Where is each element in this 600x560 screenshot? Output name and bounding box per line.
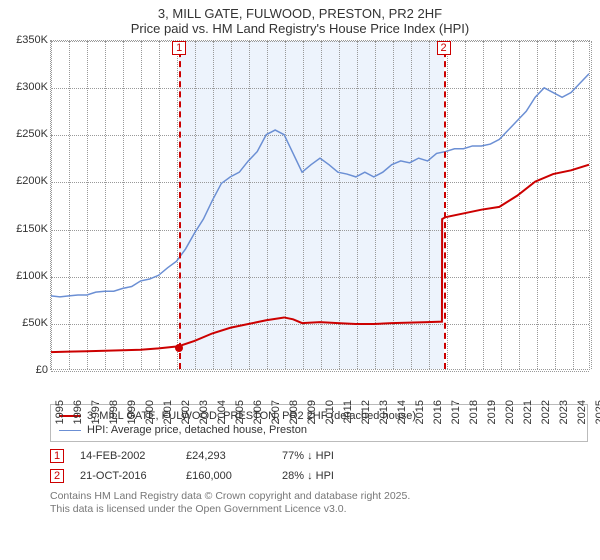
marker-label: 2 bbox=[437, 41, 451, 55]
y-tick-label: £100K bbox=[0, 270, 48, 282]
events-table: 1 14-FEB-2002 £24,293 77% ↓ HPI 2 21-OCT-2016… bbox=[50, 446, 588, 486]
marker-label: 1 bbox=[172, 41, 186, 55]
chart-title: 3, MILL GATE, FULWOOD, PRESTON, PR2 2HF … bbox=[0, 0, 600, 40]
event-price: £24,293 bbox=[186, 450, 266, 462]
x-tick-label: 1999 bbox=[126, 400, 138, 424]
x-tick-label: 2010 bbox=[324, 400, 336, 424]
chart-area: 12 £0£50K£100K£150K£200K£250K£300K£350K … bbox=[0, 40, 600, 400]
event-date: 14-FEB-2002 bbox=[80, 450, 170, 462]
x-tick-label: 2020 bbox=[504, 400, 516, 424]
x-tick-label: 2022 bbox=[540, 400, 552, 424]
x-tick-label: 2014 bbox=[396, 400, 408, 424]
y-tick-label: £200K bbox=[0, 175, 48, 187]
gridline-v bbox=[591, 41, 592, 369]
y-tick-label: £0 bbox=[0, 364, 48, 376]
x-tick-label: 2008 bbox=[288, 400, 300, 424]
x-tick-label: 2013 bbox=[378, 400, 390, 424]
event-row: 2 21-OCT-2016 £160,000 28% ↓ HPI bbox=[50, 466, 588, 486]
event-row: 1 14-FEB-2002 £24,293 77% ↓ HPI bbox=[50, 446, 588, 466]
y-tick-label: £350K bbox=[0, 34, 48, 46]
y-tick-label: £300K bbox=[0, 81, 48, 93]
legend-swatch bbox=[59, 430, 81, 431]
x-tick-label: 1995 bbox=[54, 400, 66, 424]
x-tick-label: 2018 bbox=[468, 400, 480, 424]
x-tick-label: 2021 bbox=[522, 400, 534, 424]
x-tick-label: 2016 bbox=[432, 400, 444, 424]
x-tick-label: 2006 bbox=[252, 400, 264, 424]
legend-label: HPI: Average price, detached house, Pres… bbox=[87, 424, 307, 436]
x-tick-label: 2024 bbox=[576, 400, 588, 424]
footer-line-1: Contains HM Land Registry data © Crown c… bbox=[50, 490, 588, 503]
footer-attribution: Contains HM Land Registry data © Crown c… bbox=[50, 490, 588, 516]
chart-svg bbox=[51, 41, 589, 369]
event-marker-box: 2 bbox=[50, 469, 64, 483]
x-tick-label: 2023 bbox=[558, 400, 570, 424]
marker-line bbox=[179, 41, 181, 369]
marker-line bbox=[444, 41, 446, 369]
title-line-1: 3, MILL GATE, FULWOOD, PRESTON, PR2 2HF bbox=[0, 6, 600, 21]
x-tick-label: 2001 bbox=[162, 400, 174, 424]
x-tick-label: 2012 bbox=[360, 400, 372, 424]
x-tick-label: 2000 bbox=[144, 400, 156, 424]
footer-line-2: This data is licensed under the Open Gov… bbox=[50, 503, 588, 516]
series-dot bbox=[175, 344, 183, 352]
event-price: £160,000 bbox=[186, 470, 266, 482]
x-tick-label: 2005 bbox=[234, 400, 246, 424]
series-hpi bbox=[51, 74, 589, 297]
event-marker-box: 1 bbox=[50, 449, 64, 463]
x-tick-label: 2015 bbox=[414, 400, 426, 424]
x-tick-label: 2019 bbox=[486, 400, 498, 424]
event-date: 21-OCT-2016 bbox=[80, 470, 170, 482]
x-tick-label: 2025 bbox=[594, 400, 600, 424]
event-pct-vs-hpi: 77% ↓ HPI bbox=[282, 450, 382, 462]
x-tick-label: 2003 bbox=[198, 400, 210, 424]
plot-area: 12 bbox=[50, 40, 590, 370]
x-tick-label: 2007 bbox=[270, 400, 282, 424]
y-tick-label: £150K bbox=[0, 223, 48, 235]
x-tick-label: 2002 bbox=[180, 400, 192, 424]
legend-item: HPI: Average price, detached house, Pres… bbox=[59, 423, 579, 437]
series-price bbox=[51, 165, 589, 352]
x-tick-label: 1997 bbox=[90, 400, 102, 424]
x-tick-label: 2011 bbox=[342, 400, 354, 424]
x-tick-label: 2009 bbox=[306, 400, 318, 424]
y-tick-label: £50K bbox=[0, 317, 48, 329]
x-tick-label: 1996 bbox=[72, 400, 84, 424]
x-tick-label: 2004 bbox=[216, 400, 228, 424]
event-pct-vs-hpi: 28% ↓ HPI bbox=[282, 470, 382, 482]
x-tick-label: 1998 bbox=[108, 400, 120, 424]
x-tick-label: 2017 bbox=[450, 400, 462, 424]
title-line-2: Price paid vs. HM Land Registry's House … bbox=[0, 21, 600, 36]
y-tick-label: £250K bbox=[0, 128, 48, 140]
